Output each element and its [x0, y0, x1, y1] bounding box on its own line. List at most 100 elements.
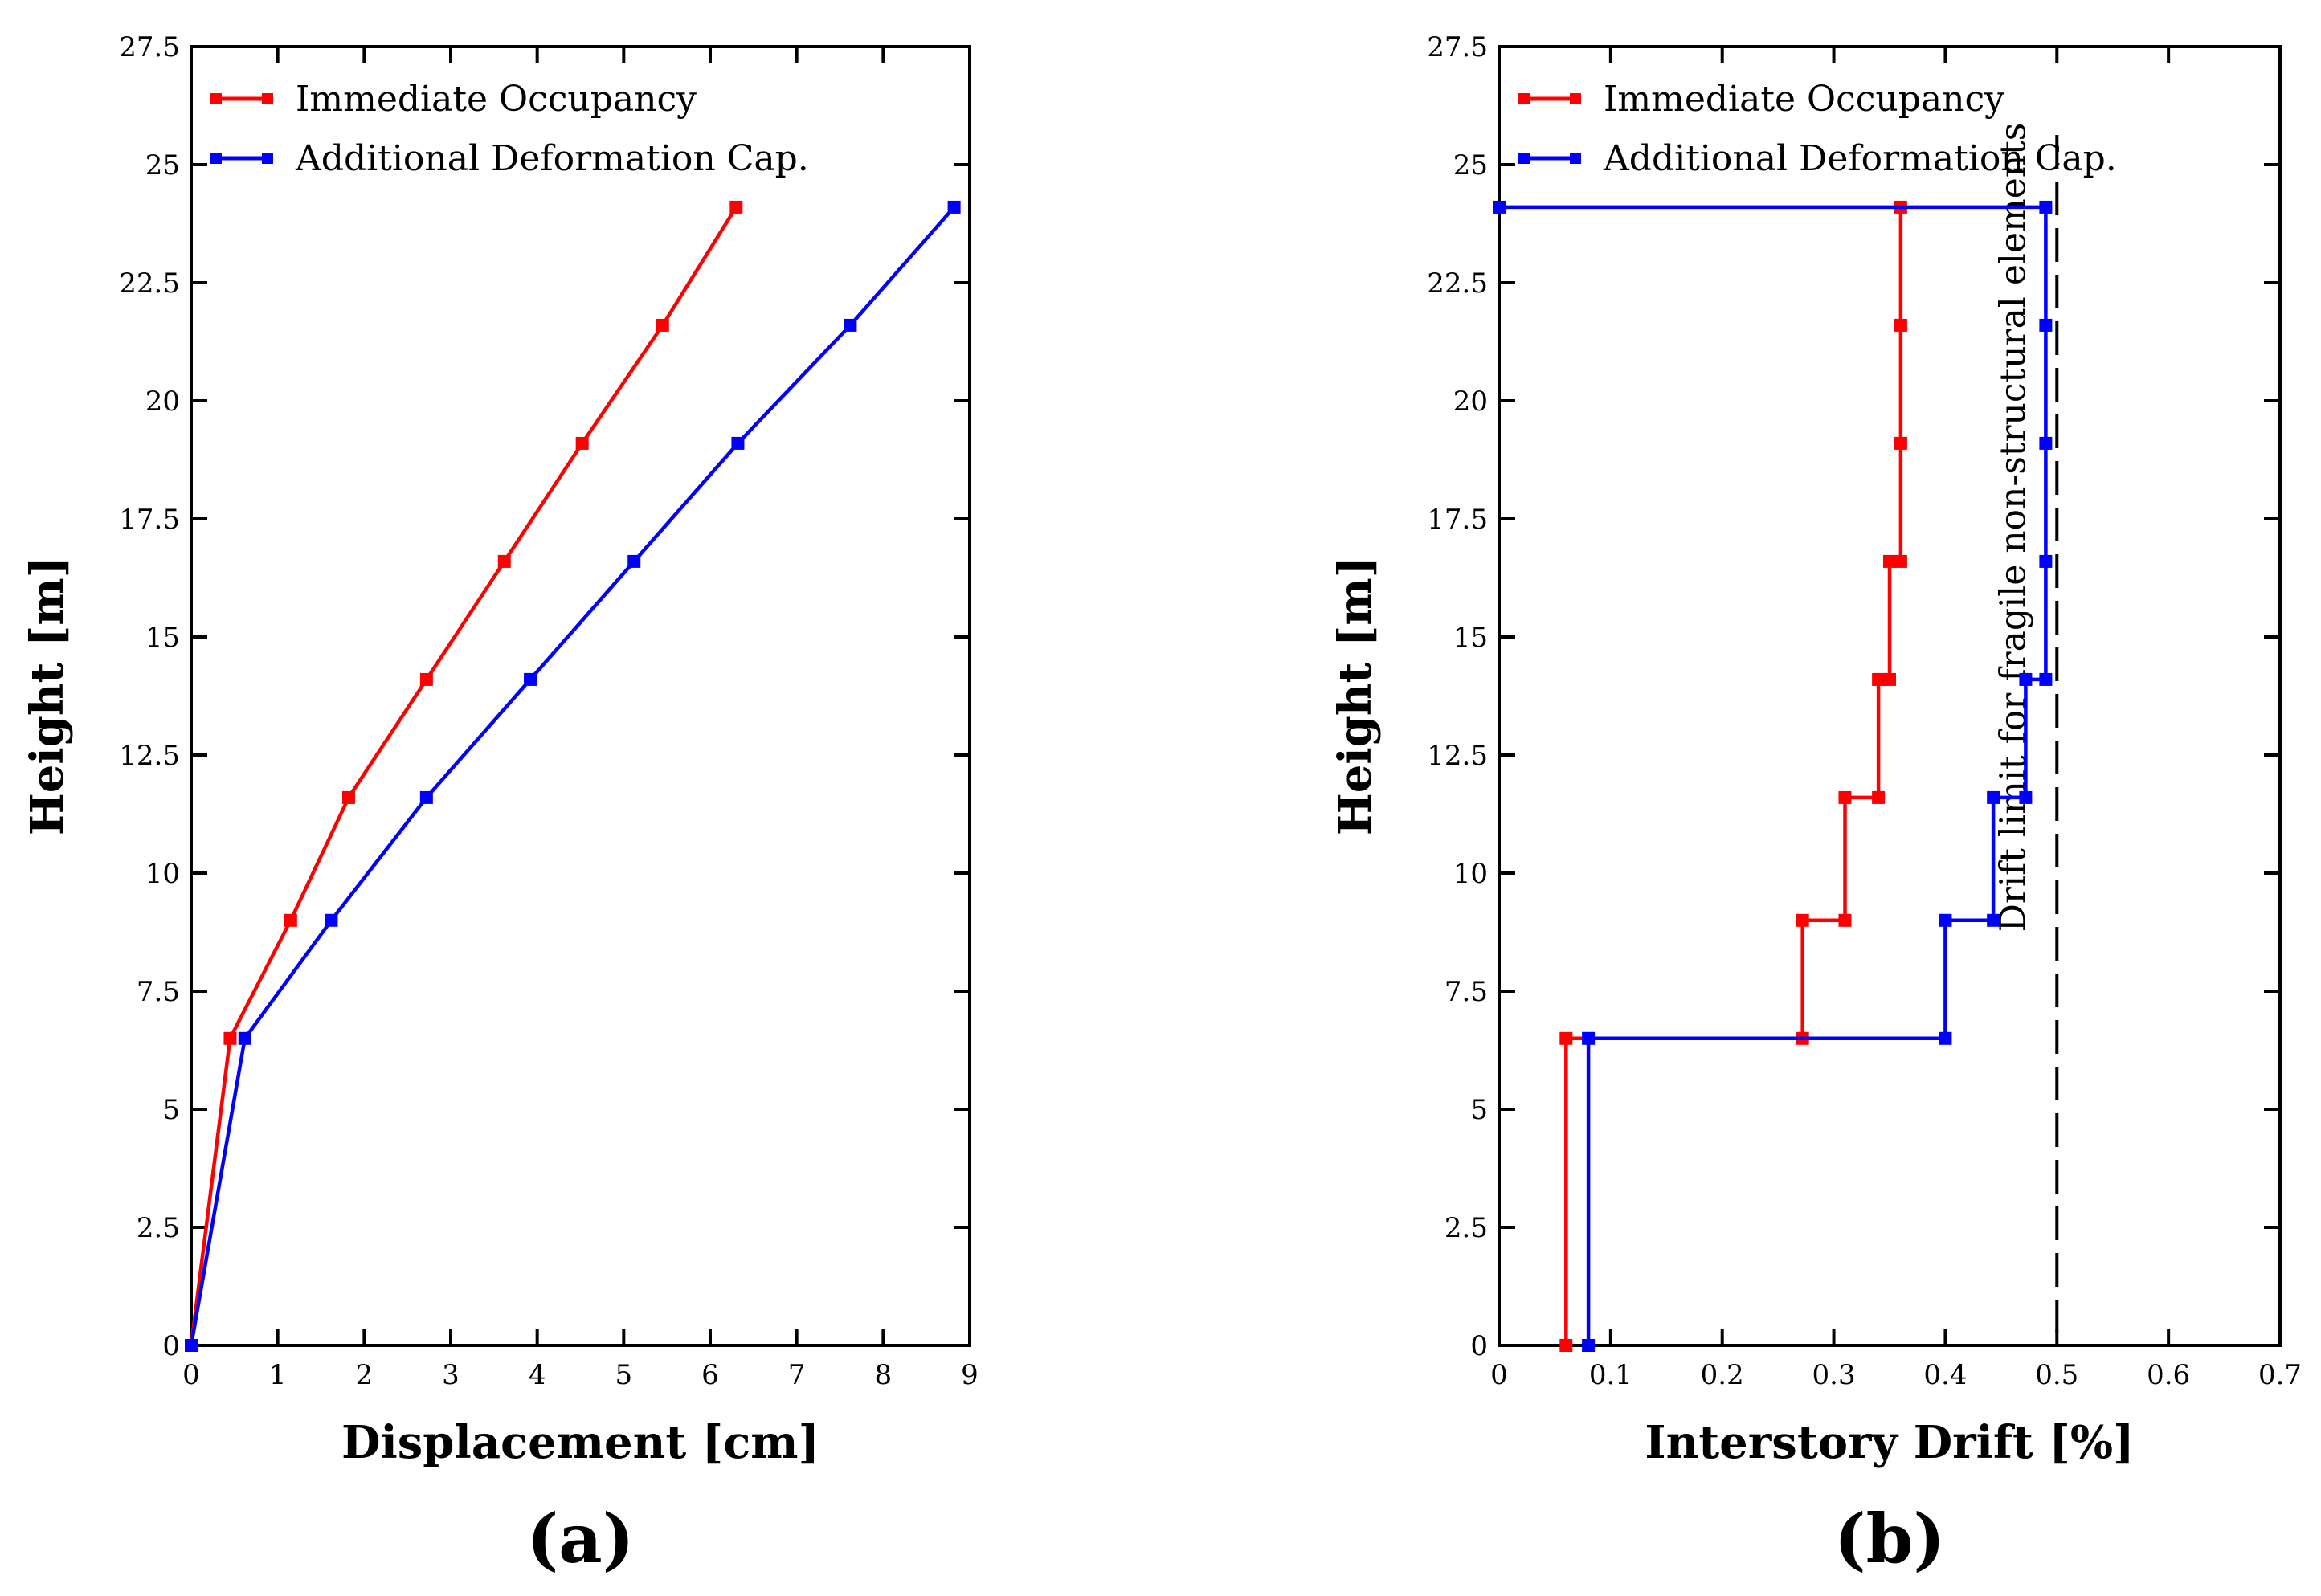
data-point: [656, 318, 669, 332]
data-point: [419, 672, 433, 686]
data-point: [1939, 913, 1952, 927]
y-tick-label: 22.5: [1427, 267, 1488, 300]
y-tick-label: 12.5: [119, 740, 180, 772]
data-point: [1838, 913, 1852, 927]
legend-label: Additional Deformation Cap.: [295, 138, 809, 179]
x-tick-label: 0.7: [2258, 1359, 2302, 1391]
data-point: [731, 436, 745, 450]
legend-swatch-marker: [210, 93, 222, 104]
legend-swatch-marker: [210, 153, 222, 164]
data-point: [2039, 318, 2053, 332]
data-point: [1894, 436, 1907, 450]
x-tick-label: 0.4: [1923, 1359, 1967, 1391]
data-point: [419, 790, 433, 804]
legend-swatch-marker: [1518, 93, 1530, 104]
data-point: [1872, 672, 1886, 686]
legend-swatch-marker: [1570, 93, 1581, 104]
y-tick-label: 15: [1453, 622, 1488, 654]
plot-frame: [1498, 45, 2282, 1347]
data-point: [1582, 1031, 1596, 1045]
legend-swatch-marker: [1570, 153, 1581, 164]
data-point: [1894, 554, 1907, 568]
data-point: [497, 554, 511, 568]
data-point: [1838, 790, 1852, 804]
y-tick-label: 22.5: [119, 267, 180, 300]
x-tick-label: 0.2: [1701, 1359, 1744, 1391]
y-axis-title: Height [m]: [1329, 557, 1382, 835]
x-tick-label: 2: [356, 1359, 374, 1391]
y-axis-title: Height [m]: [21, 557, 74, 835]
legend-label: Immediate Occupancy: [296, 79, 697, 120]
panel-label: (b): [1834, 1499, 1945, 1578]
y-tick-label: 7.5: [137, 976, 180, 1008]
x-tick-label: 7: [788, 1359, 806, 1391]
y-tick-label: 2.5: [1444, 1212, 1488, 1244]
y-tick-label: 25: [1453, 149, 1488, 182]
x-tick-label: 0.3: [1812, 1359, 1856, 1391]
data-point: [1796, 913, 1809, 927]
y-tick-label: 27.5: [119, 31, 180, 63]
legend-label: Additional Deformation Cap.: [1603, 138, 2117, 179]
data-point: [1582, 1339, 1596, 1352]
data-point: [1987, 790, 2000, 804]
drift-limit-label: Drift limit for fragile non-structural e…: [1992, 123, 2033, 933]
data-point: [223, 1031, 237, 1045]
data-point: [627, 554, 641, 568]
x-tick-label: 0.5: [2035, 1359, 2078, 1391]
y-tick-label: 20: [145, 386, 180, 418]
x-tick-label: 0: [182, 1359, 200, 1391]
x-tick-label: 8: [875, 1359, 893, 1391]
data-point: [1939, 1031, 1952, 1045]
data-point: [947, 200, 961, 214]
data-point: [1872, 790, 1886, 804]
legend-swatch-marker: [262, 93, 273, 104]
y-tick-label: 7.5: [1444, 976, 1488, 1008]
x-tick-label: 6: [701, 1359, 719, 1391]
y-tick-label: 20: [1453, 386, 1488, 418]
data-point: [1883, 554, 1896, 568]
data-point: [1559, 1339, 1573, 1352]
y-tick-label: 2.5: [137, 1212, 180, 1244]
x-tick-label: 1: [269, 1359, 287, 1391]
y-tick-label: 17.5: [119, 504, 180, 536]
y-tick-label: 12.5: [1427, 740, 1488, 772]
data-point: [325, 913, 338, 927]
data-point: [2039, 200, 2053, 214]
data-point: [238, 1031, 251, 1045]
y-tick-label: 10: [145, 858, 180, 890]
data-point: [2039, 554, 2053, 568]
y-tick-label: 10: [1453, 858, 1488, 890]
plot-frame: [190, 45, 971, 1347]
y-tick-label: 25: [145, 149, 180, 182]
x-tick-label: 5: [615, 1359, 633, 1391]
y-tick-label: 15: [145, 622, 180, 654]
data-point: [844, 318, 857, 332]
x-tick-label: 4: [529, 1359, 546, 1391]
y-tick-label: 0: [162, 1330, 180, 1362]
y-tick-label: 5: [1470, 1094, 1488, 1126]
data-point: [2039, 436, 2053, 450]
data-point: [1987, 913, 2000, 927]
data-point: [185, 1339, 198, 1352]
x-tick-label: 9: [961, 1359, 979, 1391]
x-axis-title: Displacement [cm]: [341, 1416, 819, 1469]
y-tick-label: 5: [162, 1094, 180, 1126]
data-point: [1559, 1031, 1573, 1045]
data-point: [2019, 672, 2033, 686]
data-point: [524, 672, 537, 686]
legend-swatch-marker: [262, 153, 273, 164]
series-line-immediate-occupancy: [1564, 206, 1903, 1345]
data-point: [341, 790, 355, 804]
panel-label: (a): [527, 1499, 635, 1578]
data-point: [729, 200, 743, 214]
data-point: [575, 436, 589, 450]
y-tick-label: 17.5: [1427, 504, 1488, 536]
series-line-additional-deformation-cap: [189, 206, 956, 1346]
data-point: [1883, 672, 1896, 686]
x-axis-title: Interstory Drift [%]: [1645, 1416, 2134, 1469]
data-point: [284, 913, 297, 927]
legend-swatch-marker: [1518, 153, 1530, 164]
y-tick-label: 0: [1470, 1330, 1488, 1362]
legend-label: Immediate Occupancy: [1604, 79, 2004, 120]
